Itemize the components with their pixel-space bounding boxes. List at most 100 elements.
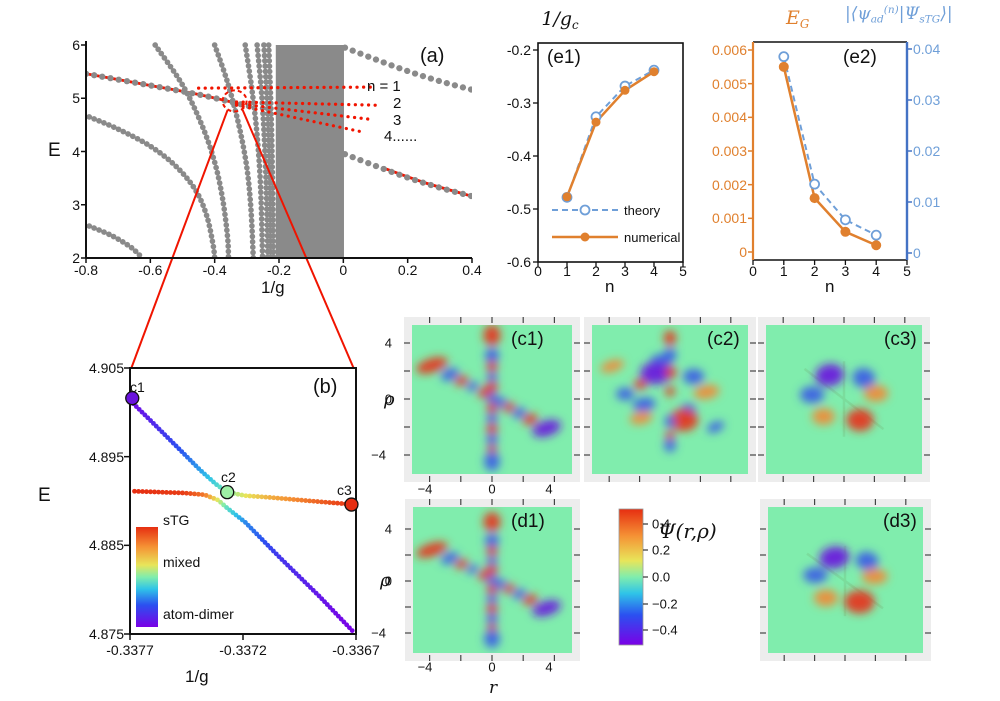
- tick-label: −4: [417, 659, 433, 675]
- colorbar-label-atom-dimer: atom-dimer: [163, 606, 234, 622]
- heatmap-c1: [412, 325, 572, 474]
- heatmap-d3: [768, 507, 923, 653]
- panel-e1-label: (e1): [547, 47, 581, 68]
- tick-label: −0.4: [652, 622, 678, 638]
- tick-label: 6: [72, 37, 80, 53]
- e1-title-sub: c: [572, 18, 579, 33]
- tick-label: 4: [384, 521, 392, 537]
- tick-label: 1: [779, 263, 788, 279]
- marker-c2: [220, 484, 235, 500]
- psi-colorbar-title: Ψ(r,ρ): [658, 519, 717, 543]
- point-label-c1: c1: [130, 379, 145, 395]
- ov-part1: |⟨ψ: [845, 3, 871, 24]
- tick-label: 2: [810, 263, 819, 279]
- panel-e1-frame: [537, 42, 684, 263]
- panel-d1-label: (d1): [511, 511, 545, 532]
- tick-label: 4: [72, 143, 80, 160]
- zoom-connector-left: [130, 109, 229, 370]
- tick-label: 3: [841, 263, 850, 279]
- heatmap-d1: [413, 507, 572, 653]
- panel-c3-label: (c3): [884, 329, 917, 350]
- panel-b-colorbar: [136, 527, 158, 627]
- zoom-circle: [221, 89, 248, 113]
- tick-label: 0: [339, 262, 348, 278]
- tick-label: 4.905: [88, 360, 124, 376]
- tick-label: 2: [592, 263, 600, 279]
- tick-label: -0.2: [506, 42, 531, 58]
- level-label-n1: n = 1: [367, 78, 401, 95]
- panel-a-xlabel: 1/g: [261, 278, 285, 297]
- tick-label: 3: [621, 263, 629, 279]
- point-label-c2: c2: [221, 469, 236, 485]
- rho-label-c-row: ρ: [384, 389, 395, 410]
- tick-label: 0.2: [652, 542, 671, 558]
- tick-label: 4: [384, 335, 392, 351]
- rho-label-d-row: ρ: [380, 570, 391, 591]
- tick-label: 0.04: [913, 41, 941, 57]
- tick-label: 0: [384, 391, 392, 407]
- panel-b-ylabel: E: [38, 485, 51, 506]
- eg-main: E: [786, 7, 800, 29]
- tick-label: -0.3367: [332, 642, 380, 658]
- tick-label: 0.005: [711, 75, 747, 92]
- tick-label: -0.3377: [106, 642, 154, 658]
- tick-label: -0.3: [506, 95, 531, 111]
- tick-label: −4: [371, 447, 386, 463]
- point-label-c3: c3: [337, 482, 352, 498]
- r-label: r: [489, 678, 498, 698]
- tick-label: 0.01: [913, 194, 941, 210]
- heatmap-c2: [592, 325, 748, 474]
- panel-e1-xlabel: n: [605, 277, 615, 296]
- ov-part3: ⟩|: [940, 3, 953, 24]
- tick-label: 0.2: [397, 262, 418, 278]
- panel-d3-label: (d3): [883, 511, 917, 532]
- tick-label: 0.006: [711, 42, 747, 58]
- tick-label: 4.875: [88, 626, 124, 642]
- tick-label: 0: [913, 245, 921, 261]
- marker-c1: [125, 390, 140, 406]
- panel-c2-label: (c2): [707, 329, 740, 350]
- level-label-n3: 3: [393, 112, 402, 129]
- tick-label: 0: [488, 481, 496, 497]
- level-label-n4: 4......: [384, 128, 418, 145]
- colorbar-label-stg: sTG: [163, 512, 190, 528]
- panel-e2-right-title: |⟨ψad(n)|ΨsTG⟩|: [845, 5, 953, 25]
- tick-label: -0.6: [138, 262, 163, 278]
- panel-b-label: (b): [313, 376, 338, 398]
- panel-e2-label: (e2): [843, 47, 877, 68]
- tick-label: 4: [650, 263, 658, 279]
- tick-label: -0.6: [506, 254, 531, 270]
- marker-c3: [344, 497, 359, 512]
- panel-a-ylabel: E: [48, 140, 61, 161]
- tick-label: 4.895: [88, 448, 124, 465]
- zoom-connector-right: [241, 109, 355, 370]
- ov-sub2: sTG: [919, 13, 941, 26]
- tick-label: 4: [545, 481, 553, 497]
- tick-label: 2: [72, 250, 80, 266]
- tick-label: 0.001: [711, 210, 747, 227]
- tick-label: 0: [739, 244, 747, 260]
- ov-sup1: (n): [883, 4, 899, 16]
- tick-label: 0.02: [913, 143, 941, 159]
- tick-label: -0.4: [506, 148, 531, 164]
- panel-e2-left-title: EG: [786, 9, 809, 31]
- tick-label: 5: [72, 90, 80, 107]
- tick-label: 0: [488, 659, 496, 675]
- tick-label: -0.2: [266, 262, 292, 278]
- tick-label: −4: [371, 625, 386, 641]
- eg-sub: G: [799, 17, 810, 32]
- ov-sub1: ad: [870, 13, 884, 26]
- panel-a-label: (a): [420, 45, 445, 67]
- tick-label: −4: [417, 481, 433, 497]
- tick-label: 4: [872, 263, 881, 279]
- panel-e2-xlabel: n: [825, 277, 835, 296]
- panel-b-xlabel: 1/g: [185, 667, 209, 686]
- tick-label: -0.3372: [219, 642, 267, 658]
- tick-label: 4.885: [88, 537, 124, 554]
- tick-label: 0: [749, 263, 757, 279]
- psi-colorbar: [618, 508, 644, 646]
- panel-c1-label: (c1): [511, 329, 544, 350]
- tick-label: -0.8: [73, 262, 99, 278]
- ov-part2: |Ψ: [898, 3, 920, 24]
